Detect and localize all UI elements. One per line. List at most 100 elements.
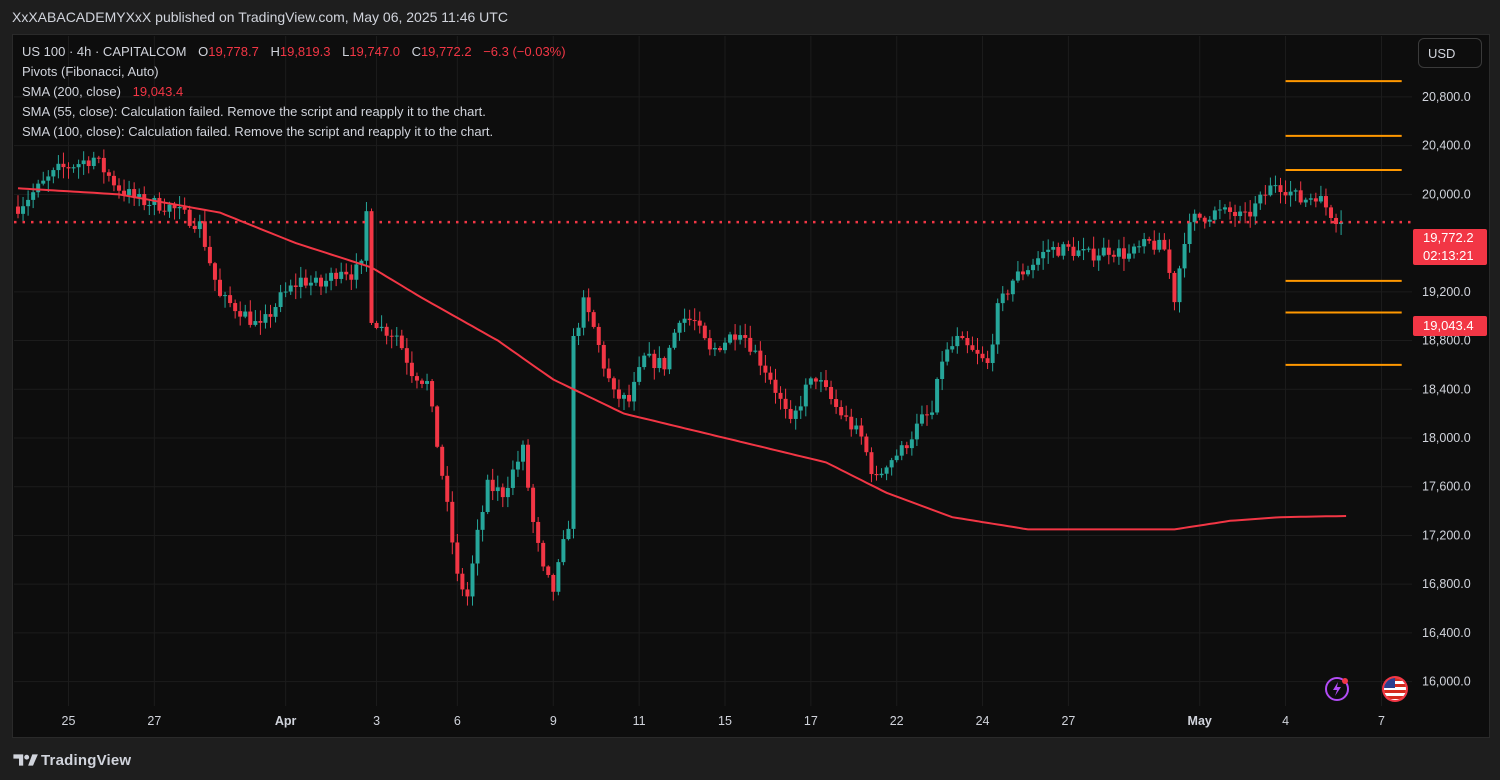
lightning-icon[interactable] (1324, 676, 1350, 707)
candle-body (117, 185, 121, 191)
candle-body (1298, 190, 1303, 203)
candle-body (111, 175, 116, 186)
legend-pivots[interactable]: Pivots (Fibonacci, Auto) (22, 64, 159, 79)
candle-body (1197, 213, 1202, 218)
candle-body (894, 455, 899, 461)
candle-body (243, 311, 248, 317)
candle-body (1076, 250, 1081, 256)
candle-body (935, 378, 940, 413)
candle-body (753, 350, 758, 352)
symbol-name[interactable]: US 100 · 4h · CAPITALCOM (22, 44, 187, 59)
currency-button[interactable]: USD (1418, 38, 1482, 68)
candle-body (450, 501, 455, 543)
candle-body (273, 307, 278, 317)
candle-body (223, 295, 228, 297)
candle-body (1026, 270, 1030, 275)
candle-body (420, 380, 424, 384)
us-flag-icon[interactable] (1381, 675, 1409, 708)
candle-body (278, 292, 283, 308)
candle-body (61, 163, 66, 168)
candle-body (723, 342, 727, 351)
time-tick-label: 25 (62, 714, 76, 728)
time-axis[interactable]: 25 27 Apr 3 6 9 11 15 17 22 24 27 May 4 7 (62, 714, 1385, 728)
candle-body (965, 338, 970, 346)
candle-body (56, 163, 61, 171)
candle-body (697, 320, 702, 326)
candle-body (86, 160, 91, 167)
candle-body (728, 334, 733, 343)
candle-body (202, 221, 207, 247)
candle-body (818, 380, 823, 382)
tradingview-logo[interactable]: TradingView (13, 750, 131, 770)
candle-body (556, 562, 561, 592)
candle-body (521, 444, 525, 462)
candle-body (162, 210, 167, 212)
tradingview-logo-icon (13, 754, 38, 766)
close-value: 19,772.2 (420, 44, 472, 59)
candle-body (642, 355, 647, 368)
candle-body (803, 384, 808, 407)
candle-body (955, 335, 960, 347)
candle-body (167, 204, 172, 212)
candle-body (81, 160, 86, 165)
candle-body (515, 461, 520, 470)
candle-body (172, 204, 177, 209)
time-tick-label: 22 (890, 714, 904, 728)
legend-sma200[interactable]: SMA (200, close) 19,043.4 (22, 82, 566, 102)
candle-body (1278, 185, 1283, 193)
candle-body (354, 264, 359, 280)
candle-body (611, 378, 616, 390)
change-value: −6.3 (−0.03%) (483, 44, 566, 59)
candle-body (783, 398, 788, 409)
candle-body (834, 399, 839, 407)
candle-body (637, 367, 642, 382)
open-value: 19,778.7 (208, 44, 259, 59)
candle-body (36, 183, 41, 193)
legend-symbol-row[interactable]: US 100 · 4h · CAPITALCOM O19,778.7 H19,8… (22, 42, 566, 62)
candle-body (404, 348, 409, 363)
price-tick-label: 20,000.0 (1422, 187, 1471, 201)
candles (16, 149, 1344, 606)
candle-body (465, 589, 470, 597)
candle-body (581, 297, 586, 328)
candle-body (864, 436, 869, 453)
price-axis[interactable]: 16,000.0 16,400.0 16,800.0 17,200.0 17,600.0… (1422, 90, 1471, 689)
candle-body (909, 439, 914, 449)
candle-body (662, 357, 667, 370)
open-label: O (198, 44, 209, 59)
candle-body (647, 353, 652, 356)
candle-body (536, 521, 541, 543)
candle-body (919, 414, 924, 424)
sma200-label: SMA (200, close) (22, 84, 121, 99)
candle-body (743, 335, 748, 338)
candle-body (1248, 211, 1253, 217)
time-tick-label: 24 (976, 714, 990, 728)
candle-body (1142, 239, 1147, 247)
candle-body (1334, 217, 1339, 225)
candle-body (101, 157, 106, 173)
candle-body (409, 362, 414, 377)
candle-body (712, 348, 717, 350)
legend-sma55-error[interactable]: SMA (55, close): Calculation failed. Rem… (22, 104, 486, 119)
candle-body (1020, 271, 1025, 275)
sma-value-tag: 19,043.4 (1413, 316, 1487, 336)
brand-name: TradingView (41, 751, 132, 769)
candle-body (586, 297, 591, 313)
candle-body (96, 157, 101, 159)
candle-body (1243, 211, 1248, 213)
candle-body (425, 381, 430, 384)
candle-body (596, 326, 601, 345)
candle-body (874, 474, 879, 476)
candle-body (1137, 246, 1142, 248)
price-tick-label: 19,200.0 (1422, 285, 1471, 299)
legend-sma100-error[interactable]: SMA (100, close): Calculation failed. Re… (22, 124, 494, 139)
candle-body (1238, 211, 1243, 217)
last-price-tag: 19,772.2 (1413, 229, 1487, 247)
candle-body (460, 573, 465, 590)
candle-body (228, 295, 233, 304)
candle-body (622, 394, 626, 399)
candle-body (1233, 211, 1238, 217)
candle-body (717, 348, 722, 351)
chart-pane[interactable] (12, 34, 1490, 738)
